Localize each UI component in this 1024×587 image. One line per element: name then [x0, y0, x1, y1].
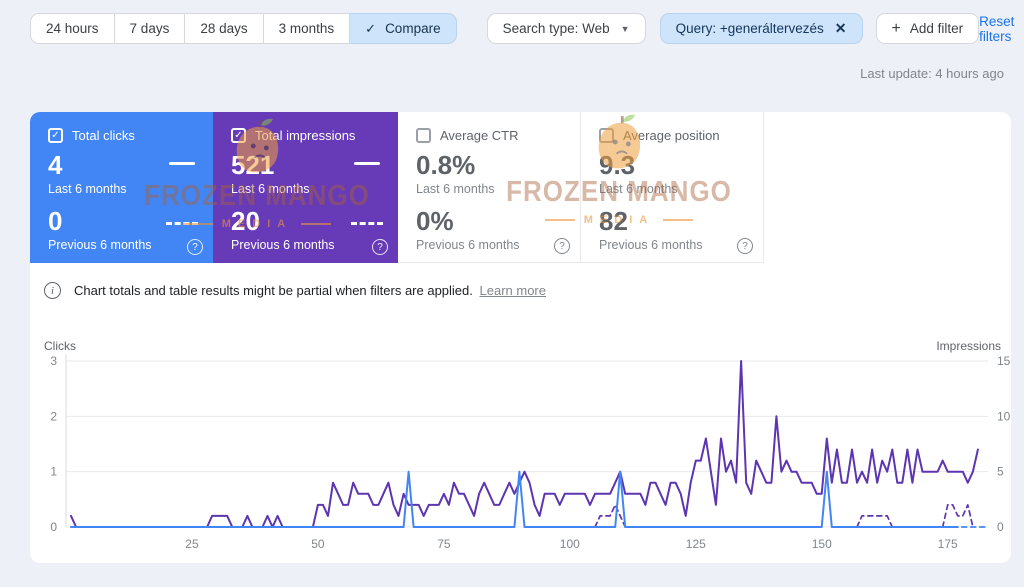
range-7-days-button[interactable]: 7 days [114, 13, 186, 44]
info-banner: i Chart totals and table results might b… [44, 282, 546, 299]
tile-average-ctr[interactable]: Average CTR 0.8% Last 6 months 0% Previo… [398, 112, 581, 263]
metric-tiles: ✓ Total clicks 4 Last 6 months 0 Previou… [30, 112, 1011, 263]
svg-text:10: 10 [997, 409, 1011, 423]
tile-label: Total clicks [72, 128, 135, 143]
last-update-text: Last update: 4 hours ago [860, 66, 1004, 81]
date-range-group: 24 hours 7 days 28 days 3 months ✓ Compa… [30, 13, 457, 44]
query-filter-label: Query: +generáltervezés [675, 21, 824, 36]
remove-filter-icon[interactable]: ✕ [834, 20, 847, 36]
help-icon[interactable]: ? [187, 239, 203, 255]
tile-value: 4 [48, 150, 63, 180]
svg-text:50: 50 [311, 537, 325, 551]
tile-prev-value: 82 [599, 206, 628, 236]
average-ctr-checkbox[interactable] [416, 128, 431, 143]
compare-tab[interactable]: ✓ Compare [350, 13, 457, 44]
query-filter-chip[interactable]: Query: +generáltervezés ✕ [659, 13, 863, 44]
add-filter-button[interactable]: + Add filter [875, 13, 980, 44]
dashed-line-legend [166, 222, 198, 225]
total-clicks-checkbox[interactable]: ✓ [48, 128, 63, 143]
tile-period: Last 6 months [416, 182, 495, 196]
svg-text:1: 1 [50, 465, 57, 479]
svg-text:25: 25 [185, 537, 199, 551]
average-position-checkbox[interactable] [599, 128, 614, 143]
tile-value: 9.3 [599, 150, 636, 180]
tile-label: Total impressions [255, 128, 356, 143]
svg-text:2: 2 [50, 409, 57, 423]
svg-text:75: 75 [437, 537, 451, 551]
tile-period: Last 6 months [231, 182, 310, 196]
tile-prev-value: 0 [48, 206, 63, 236]
add-filter-label: Add filter [909, 21, 964, 36]
svg-text:0: 0 [997, 520, 1004, 534]
svg-text:150: 150 [812, 537, 832, 551]
tile-prev-period: Previous 6 months [231, 238, 335, 252]
help-icon[interactable]: ? [554, 238, 570, 254]
range-28-days-button[interactable]: 28 days [185, 13, 264, 44]
dashed-line-legend [351, 222, 383, 225]
svg-text:0: 0 [50, 520, 57, 534]
tile-total-clicks[interactable]: ✓ Total clicks 4 Last 6 months 0 Previou… [30, 112, 213, 263]
info-icon: i [44, 282, 61, 299]
svg-text:100: 100 [560, 537, 580, 551]
tile-period: Last 6 months [48, 182, 127, 196]
svg-text:15: 15 [997, 354, 1011, 368]
tile-prev-period: Previous 6 months [599, 238, 703, 252]
search-type-label: Search type: Web [502, 21, 610, 36]
performance-card: ✓ Total clicks 4 Last 6 months 0 Previou… [30, 112, 1011, 563]
svg-text:175: 175 [938, 537, 958, 551]
solid-line-legend [354, 162, 380, 165]
info-text: Chart totals and table results might be … [74, 283, 473, 298]
tile-prev-period: Previous 6 months [416, 238, 520, 252]
help-icon[interactable]: ? [372, 239, 388, 255]
tile-value: 0.8% [416, 150, 476, 180]
solid-line-legend [169, 162, 195, 165]
tile-prev-value: 20 [231, 206, 260, 236]
tile-average-position[interactable]: Average position 9.3 Last 6 months 82 Pr… [581, 112, 764, 263]
svg-text:125: 125 [686, 537, 706, 551]
tile-prev-period: Previous 6 months [48, 238, 152, 252]
compare-label: Compare [385, 21, 441, 36]
plus-icon: + [891, 19, 901, 37]
tile-value: 521 [231, 150, 275, 180]
right-axis-title: Impressions [936, 339, 1001, 353]
svg-text:3: 3 [50, 354, 57, 368]
tile-label: Average CTR [440, 128, 519, 143]
tile-prev-value: 0% [416, 206, 454, 236]
search-type-dropdown[interactable]: Search type: Web ▼ [486, 13, 646, 44]
tile-total-impressions[interactable]: ✓ Total impressions 521 Last 6 months 20… [213, 112, 398, 263]
chevron-down-icon: ▼ [620, 23, 630, 34]
total-impressions-checkbox[interactable]: ✓ [231, 128, 246, 143]
help-icon[interactable]: ? [737, 238, 753, 254]
checkmark-icon: ✓ [365, 20, 377, 36]
range-24-hours-button[interactable]: 24 hours [30, 13, 115, 44]
reset-filters-link[interactable]: Reset filters [979, 13, 1015, 44]
svg-text:5: 5 [997, 465, 1004, 479]
tile-label: Average position [623, 128, 720, 143]
range-3-months-button[interactable]: 3 months [263, 13, 351, 44]
left-axis-title: Clicks [44, 339, 76, 353]
filter-toolbar: 24 hours 7 days 28 days 3 months ✓ Compa… [30, 13, 1014, 44]
tile-period: Last 6 months [599, 182, 678, 196]
learn-more-link[interactable]: Learn more [479, 283, 546, 298]
